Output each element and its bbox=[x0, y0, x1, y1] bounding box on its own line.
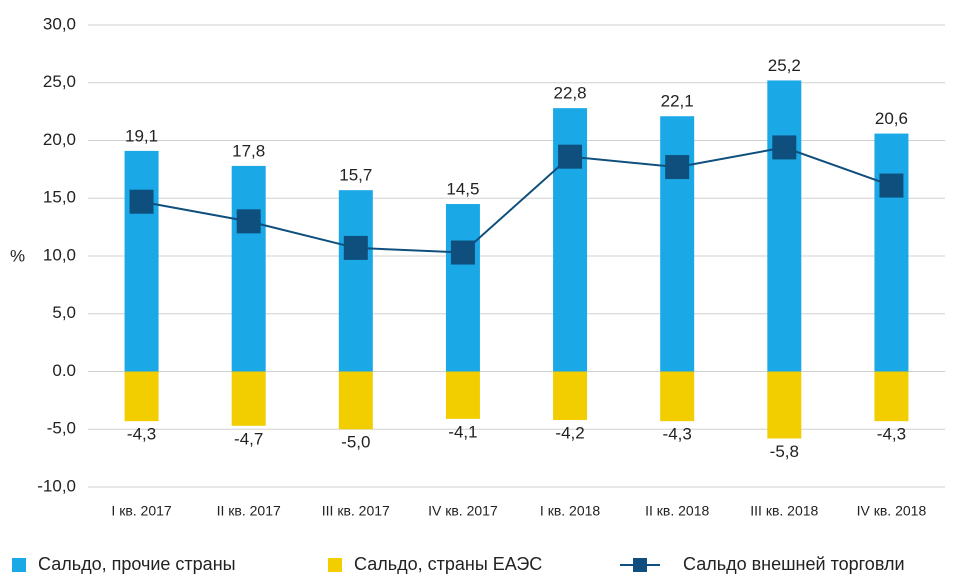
legend-label: Сальдо внешней торговли bbox=[683, 554, 905, 574]
bar bbox=[874, 133, 909, 372]
bar bbox=[124, 371, 159, 422]
x-tick-label: II кв. 2017 bbox=[217, 503, 281, 519]
y-axis-label: % bbox=[10, 246, 25, 265]
data-label: -4,2 bbox=[555, 423, 584, 442]
legend-swatch bbox=[12, 558, 26, 572]
line-marker bbox=[558, 144, 583, 169]
bar bbox=[767, 80, 802, 372]
legend-label: Сальдо, страны ЕАЭС bbox=[354, 554, 542, 574]
data-label: -4,7 bbox=[234, 429, 263, 448]
data-label: 19,1 bbox=[125, 126, 158, 145]
y-tick-label: 20,0 bbox=[43, 130, 76, 149]
line-marker bbox=[450, 240, 475, 265]
line-marker bbox=[236, 209, 261, 234]
data-label: 20,6 bbox=[875, 109, 908, 128]
bar bbox=[338, 371, 373, 430]
legend-marker bbox=[633, 558, 647, 572]
y-tick-label: 0.0 bbox=[52, 361, 76, 380]
x-tick-label: IV кв. 2018 bbox=[857, 503, 927, 519]
data-label: 22,1 bbox=[661, 92, 694, 111]
data-label: 22,8 bbox=[554, 84, 587, 103]
x-tick-label: I кв. 2018 bbox=[540, 503, 600, 519]
bar bbox=[338, 190, 373, 372]
y-tick-label: -10,0 bbox=[37, 476, 76, 495]
y-tick-label: 10,0 bbox=[43, 245, 76, 264]
line-marker bbox=[879, 173, 904, 198]
y-tick-label: -5,0 bbox=[47, 419, 76, 438]
y-tick-label: 15,0 bbox=[43, 188, 76, 207]
data-label: -4,3 bbox=[663, 425, 692, 444]
data-label: -5,0 bbox=[341, 433, 370, 452]
y-tick-label: 5,0 bbox=[52, 303, 76, 322]
y-tick-label: 25,0 bbox=[43, 72, 76, 91]
bar bbox=[231, 165, 266, 372]
bar bbox=[231, 371, 266, 426]
data-label: 25,2 bbox=[768, 56, 801, 75]
y-tick-label: 30,0 bbox=[43, 14, 76, 33]
x-tick-label: III кв. 2018 bbox=[750, 503, 818, 519]
line-marker bbox=[129, 189, 154, 214]
line bbox=[141, 146, 892, 254]
legend-swatch bbox=[328, 558, 342, 572]
bar bbox=[874, 371, 909, 422]
bar bbox=[445, 204, 480, 372]
data-label: 17,8 bbox=[232, 141, 265, 160]
legend-label: Сальдо, прочие страны bbox=[38, 554, 236, 574]
data-label: -4,3 bbox=[127, 425, 156, 444]
data-label: 14,5 bbox=[446, 180, 479, 199]
bar bbox=[445, 371, 480, 419]
line-marker bbox=[772, 135, 797, 160]
x-tick-label: I кв. 2017 bbox=[111, 503, 171, 519]
bar bbox=[767, 371, 802, 439]
x-tick-label: II кв. 2018 bbox=[645, 503, 709, 519]
x-tick-label: IV кв. 2017 bbox=[428, 503, 498, 519]
data-label: -5,8 bbox=[770, 442, 799, 461]
x-tick-label: III кв. 2017 bbox=[322, 503, 390, 519]
data-label: 15,7 bbox=[339, 166, 372, 185]
line-marker bbox=[343, 235, 368, 260]
bar bbox=[660, 371, 695, 422]
line-marker bbox=[665, 155, 690, 180]
bar bbox=[124, 150, 159, 372]
data-label: -4,1 bbox=[448, 422, 477, 441]
bar bbox=[660, 116, 695, 372]
data-label: -4,3 bbox=[877, 425, 906, 444]
bar bbox=[553, 371, 588, 421]
